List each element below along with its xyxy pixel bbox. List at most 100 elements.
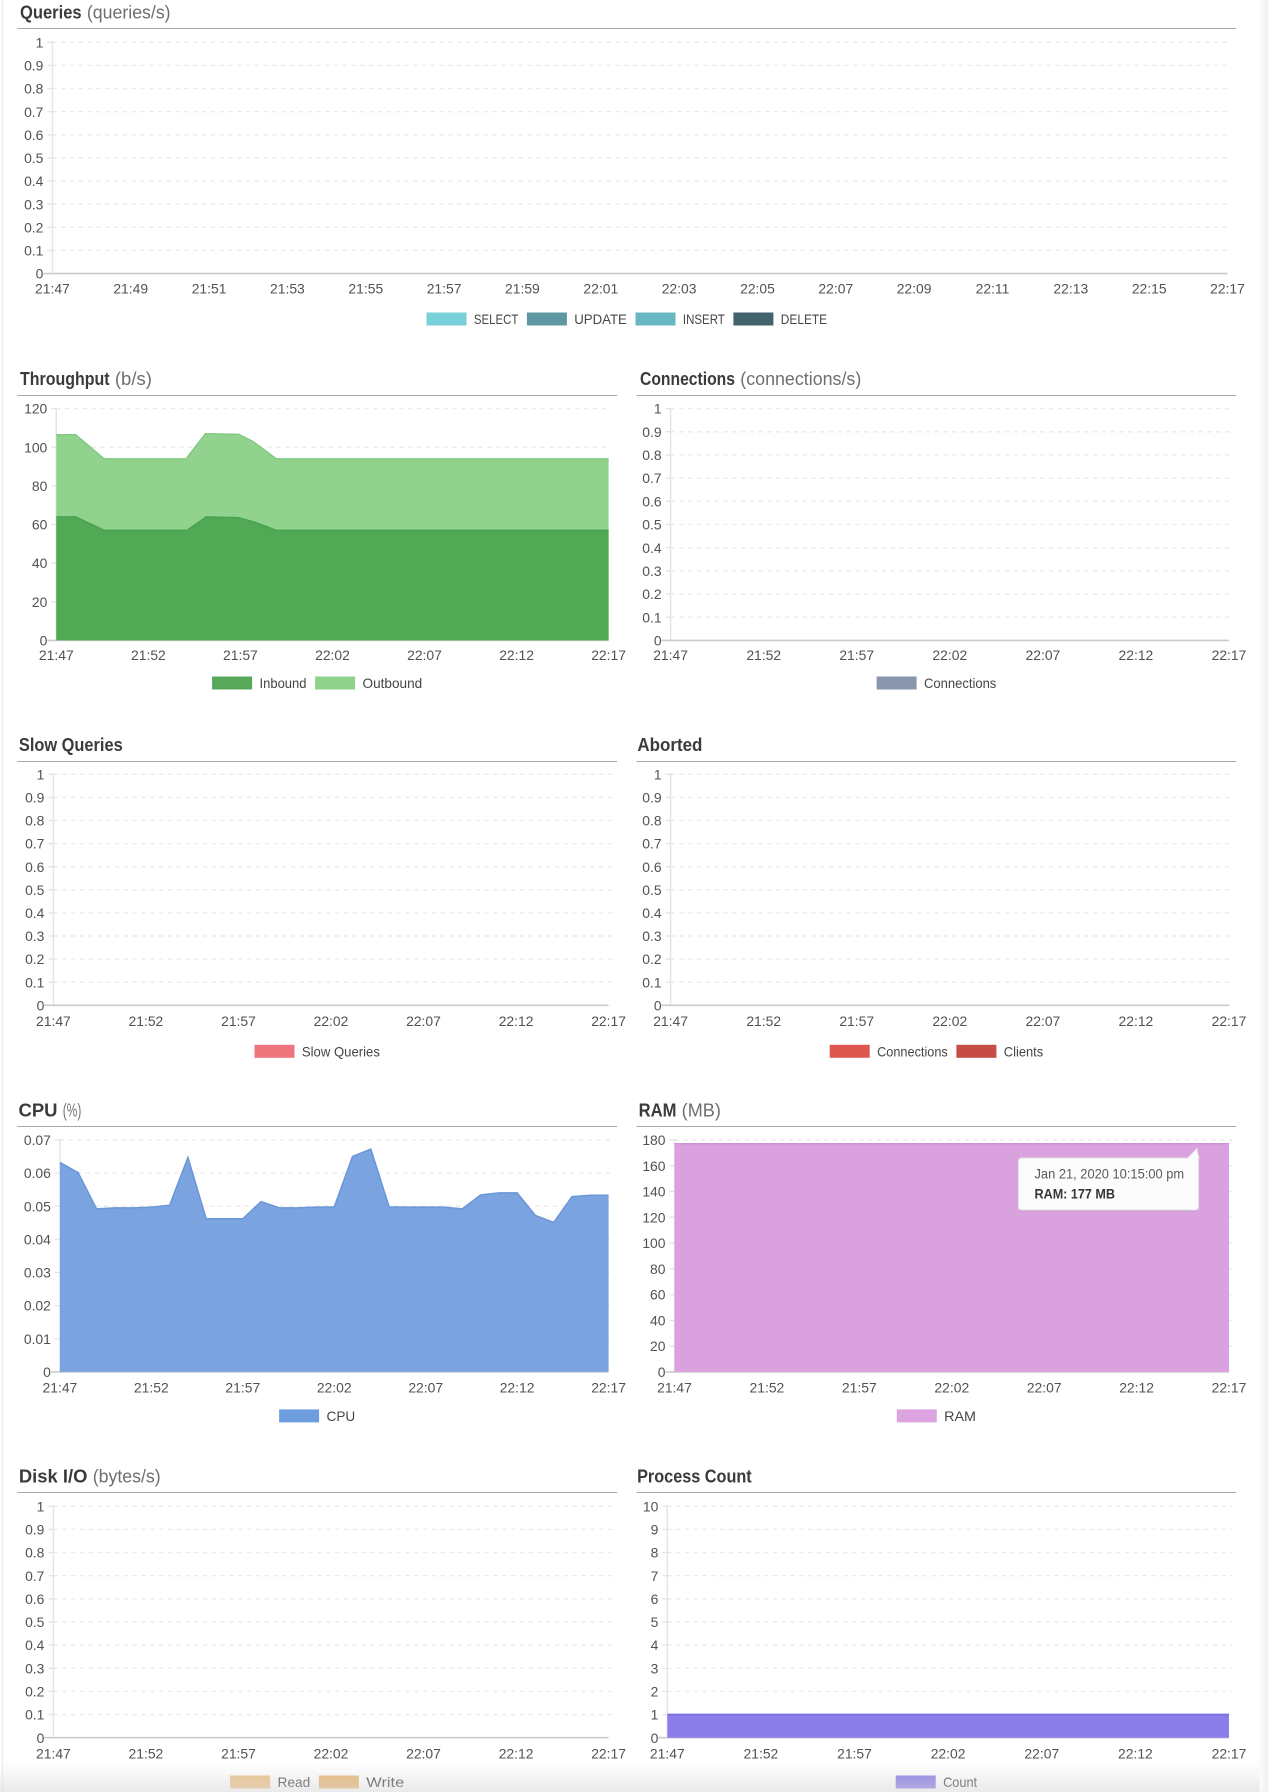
svg-text:0.6: 0.6 — [642, 859, 662, 875]
svg-text:0.5: 0.5 — [25, 1614, 45, 1630]
svg-text:Slow Queries: Slow Queries — [302, 1043, 380, 1059]
svg-text:0.9: 0.9 — [25, 1522, 45, 1538]
svg-text:120: 120 — [642, 1209, 665, 1225]
svg-text:0.07: 0.07 — [24, 1132, 51, 1148]
svg-text:0.02: 0.02 — [24, 1298, 51, 1314]
svg-text:21:59: 21:59 — [505, 281, 540, 297]
svg-text:21:52: 21:52 — [750, 1379, 785, 1395]
svg-text:22:12: 22:12 — [1118, 1745, 1153, 1761]
svg-text:0.7: 0.7 — [642, 836, 662, 852]
svg-text:20: 20 — [650, 1338, 666, 1354]
svg-text:100: 100 — [642, 1235, 665, 1251]
svg-text:0.7: 0.7 — [642, 470, 662, 486]
svg-text:Jan 21, 2020 10:15:00 pm: Jan 21, 2020 10:15:00 pm — [1035, 1166, 1185, 1182]
svg-text:Queries: Queries — [20, 3, 82, 23]
svg-text:22:12: 22:12 — [1119, 647, 1154, 663]
svg-text:0.7: 0.7 — [25, 1568, 45, 1584]
svg-text:1: 1 — [654, 766, 662, 782]
svg-text:21:51: 21:51 — [192, 281, 227, 297]
svg-text:(MB): (MB) — [682, 1101, 721, 1121]
svg-text:0.2: 0.2 — [642, 586, 662, 602]
svg-text:RAM: RAM — [639, 1101, 677, 1121]
svg-text:22:07: 22:07 — [406, 1013, 441, 1029]
svg-text:21:47: 21:47 — [653, 1013, 688, 1029]
svg-text:22:02: 22:02 — [314, 1745, 349, 1761]
svg-text:0.4: 0.4 — [24, 173, 44, 189]
svg-text:22:17: 22:17 — [1212, 1379, 1247, 1395]
svg-text:0.2: 0.2 — [24, 219, 44, 235]
svg-text:180: 180 — [642, 1132, 665, 1148]
svg-text:21:52: 21:52 — [129, 1013, 164, 1029]
svg-text:0.9: 0.9 — [25, 790, 45, 806]
svg-text:40: 40 — [32, 555, 48, 571]
svg-text:0.8: 0.8 — [24, 81, 44, 97]
svg-text:CPU: CPU — [19, 1101, 58, 1121]
svg-text:0.4: 0.4 — [642, 540, 662, 556]
svg-text:22:01: 22:01 — [583, 281, 618, 297]
svg-text:60: 60 — [32, 517, 48, 533]
svg-text:22:07: 22:07 — [1026, 647, 1061, 663]
svg-text:21:52: 21:52 — [131, 647, 166, 663]
svg-text:0.7: 0.7 — [24, 104, 44, 120]
svg-text:(connections/s): (connections/s) — [740, 369, 861, 389]
svg-text:0.2: 0.2 — [642, 951, 662, 967]
svg-text:2: 2 — [651, 1684, 659, 1700]
svg-text:22:17: 22:17 — [1212, 1013, 1247, 1029]
svg-text:0.3: 0.3 — [642, 928, 662, 944]
svg-text:0.7: 0.7 — [25, 836, 45, 852]
svg-text:40: 40 — [650, 1312, 666, 1328]
svg-text:0.06: 0.06 — [24, 1165, 51, 1181]
svg-text:100: 100 — [24, 439, 47, 455]
svg-text:21:52: 21:52 — [134, 1379, 169, 1395]
svg-text:22:02: 22:02 — [315, 647, 350, 663]
svg-text:6: 6 — [651, 1591, 659, 1607]
svg-text:0.4: 0.4 — [25, 905, 45, 921]
svg-text:80: 80 — [32, 478, 48, 494]
svg-text:22:07: 22:07 — [407, 647, 442, 663]
svg-text:22:17: 22:17 — [591, 1379, 626, 1395]
svg-text:22:13: 22:13 — [1053, 281, 1088, 297]
svg-text:0: 0 — [658, 1364, 666, 1380]
svg-text:Connections: Connections — [924, 675, 996, 691]
svg-text:21:47: 21:47 — [36, 1013, 71, 1029]
svg-text:22:12: 22:12 — [499, 1013, 534, 1029]
svg-text:0.9: 0.9 — [642, 424, 662, 440]
svg-text:21:47: 21:47 — [650, 1745, 685, 1761]
svg-text:21:57: 21:57 — [427, 281, 462, 297]
svg-text:21:57: 21:57 — [839, 1013, 874, 1029]
svg-text:0.9: 0.9 — [24, 58, 44, 74]
svg-text:0.2: 0.2 — [25, 1684, 45, 1700]
svg-text:21:52: 21:52 — [746, 1013, 781, 1029]
svg-text:22:12: 22:12 — [1119, 1013, 1154, 1029]
svg-text:22:02: 22:02 — [934, 1379, 969, 1395]
svg-text:(%): (%) — [63, 1101, 82, 1121]
svg-text:1: 1 — [36, 34, 44, 50]
svg-text:22:12: 22:12 — [499, 1745, 534, 1761]
svg-text:0.9: 0.9 — [642, 790, 662, 806]
svg-text:0.3: 0.3 — [24, 196, 44, 212]
svg-text:0: 0 — [36, 266, 44, 282]
svg-text:22:17: 22:17 — [1212, 1745, 1247, 1761]
svg-text:22:03: 22:03 — [662, 281, 697, 297]
svg-text:7: 7 — [651, 1568, 659, 1584]
svg-text:Throughput: Throughput — [20, 369, 110, 389]
svg-text:Process Count: Process Count — [637, 1467, 752, 1487]
svg-text:21:47: 21:47 — [653, 647, 688, 663]
svg-text:Clients: Clients — [1004, 1043, 1043, 1059]
svg-text:21:47: 21:47 — [43, 1379, 78, 1395]
svg-text:60: 60 — [650, 1287, 666, 1303]
svg-text:22:07: 22:07 — [406, 1745, 441, 1761]
svg-text:21:57: 21:57 — [221, 1013, 256, 1029]
svg-text:22:07: 22:07 — [1024, 1745, 1059, 1761]
svg-text:140: 140 — [642, 1184, 665, 1200]
svg-text:21:53: 21:53 — [270, 281, 305, 297]
svg-text:0.8: 0.8 — [25, 813, 45, 829]
svg-text:RAM: RAM — [944, 1408, 976, 1424]
svg-text:21:57: 21:57 — [839, 647, 874, 663]
svg-text:21:49: 21:49 — [113, 281, 148, 297]
svg-text:22:05: 22:05 — [740, 281, 775, 297]
svg-text:0.1: 0.1 — [25, 1707, 45, 1723]
svg-text:0: 0 — [654, 633, 662, 649]
svg-text:10: 10 — [643, 1498, 659, 1514]
svg-text:0: 0 — [40, 633, 48, 649]
